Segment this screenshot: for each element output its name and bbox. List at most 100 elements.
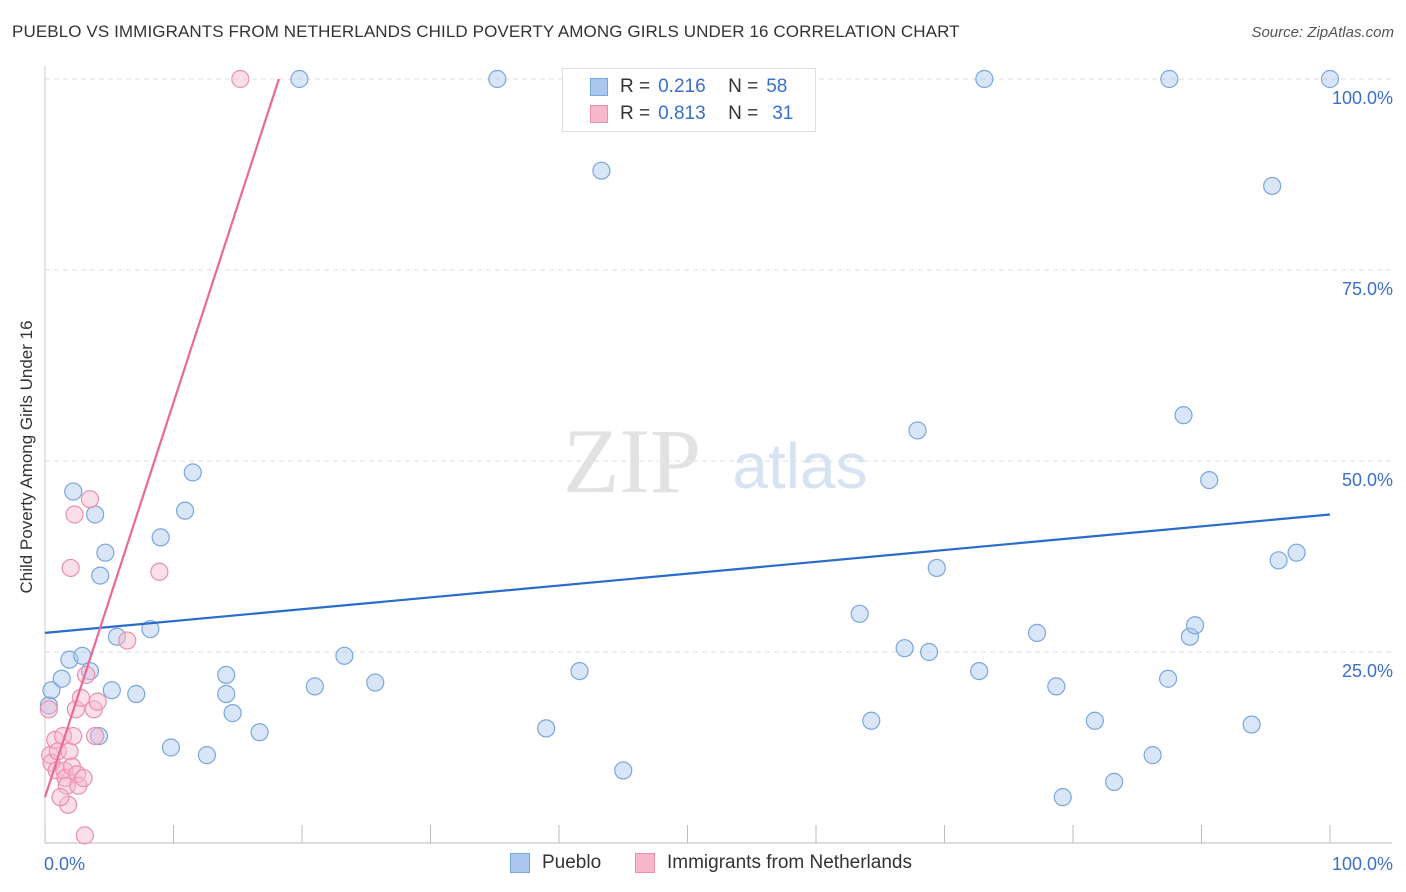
netherlands-point [231,69,250,89]
pueblo-point [1180,627,1200,646]
netherlands-point [118,631,137,650]
pueblo-point [975,69,994,89]
pueblo-point [970,661,989,681]
netherlands-point [75,826,94,845]
legend-n-value: 58 [766,76,788,97]
pueblo-point [250,723,269,742]
pueblo-point [335,646,354,665]
pueblo-point [161,738,181,757]
watermark: ZIP atlas [563,410,868,512]
watermark-atlas: atlas [732,430,867,502]
gridlines [45,78,1392,653]
legend-item-netherlands: Immigrants from Netherlands [635,852,912,874]
axes [44,66,1392,844]
legend-item-pueblo: Pueblo [510,852,601,874]
pueblo-point [1174,406,1193,425]
pueblo-point [1047,677,1066,696]
x-tick-label: 0.0% [44,854,85,874]
netherlands-point [51,788,70,807]
pueblo-point [290,69,309,89]
pueblo-point [927,558,946,578]
x-tick-label: 100.0% [1332,854,1393,874]
pueblo-point [862,711,881,730]
netherlands-point [86,726,105,746]
tick-labels: 25.0% 50.0% 75.0% 100.0% 0.0% 100.0% [44,88,1393,874]
netherlands-point [150,562,169,581]
legend-row-pueblo: R = 0.216 N = 58 [563,74,815,100]
pueblo-point [850,604,869,623]
pueblo-points [39,69,1340,807]
netherlands-point [77,665,96,685]
netherlands-points [39,69,250,845]
watermark-zip: ZIP [563,410,701,512]
pueblo-point [1027,623,1047,643]
pueblo-point [1053,788,1072,807]
pueblo-point [217,665,236,685]
legend-row-netherlands: R = 0.813 N = 31 [563,101,815,127]
pueblo-point [217,684,236,704]
pueblo-point [127,684,146,704]
pueblo-point [183,463,202,482]
pueblo-point [1160,69,1179,89]
netherlands-swatch [590,105,608,123]
netherlands-point [60,742,79,761]
pueblo-point [1320,69,1340,89]
netherlands-legend-label: Immigrants from Netherlands [667,852,912,873]
pueblo-point [197,746,217,765]
pueblo-point [151,528,170,547]
netherlands-legend-swatch [635,853,655,873]
trend-lines [43,78,1331,798]
legend-n-value: 31 [772,103,794,124]
netherlands-point [74,768,93,788]
pueblo-point [488,69,507,89]
netherlands-point [80,490,100,509]
pueblo-point [1185,616,1205,635]
pueblo-point [895,639,914,658]
y-tick-label: 75.0% [1342,279,1393,299]
correlation-legend: R = 0.216 N = 58 R = 0.813 N = 31 [562,68,816,132]
pueblo-point [39,696,58,715]
pueblo-trend-line [44,513,1331,634]
pueblo-point [1269,551,1288,570]
pueblo-point [570,661,589,681]
pueblo-point [89,726,109,746]
legend-r-label: R = [620,76,651,97]
pueblo-point [1263,176,1282,196]
pueblo-point [1158,669,1178,688]
pueblo-point [64,482,83,501]
pueblo-point [1287,543,1306,562]
netherlands-point [65,505,84,524]
pueblo-swatch [590,78,608,96]
pueblo-point [175,501,195,520]
legend-r-value: 0.813 [658,103,706,124]
legend-n-label: N = [728,103,759,124]
pueblo-point [592,161,611,180]
pueblo-legend-label: Pueblo [542,852,602,873]
pueblo-point [223,704,242,723]
pueblo-point [107,627,127,646]
pueblo-point [1242,715,1261,734]
pueblo-point [1200,471,1219,490]
pueblo-point [614,761,633,780]
source-label: Source: ZipAtlas.com [1251,24,1394,41]
pueblo-point [52,669,71,688]
pueblo-point [42,681,61,700]
pueblo-point [305,677,324,696]
chart-title: PUEBLO VS IMMIGRANTS FROM NETHERLANDS CH… [12,22,960,41]
y-tick-label: 50.0% [1342,470,1393,490]
legend-r-label: R = [620,103,651,124]
netherlands-point [88,692,107,711]
pueblo-point [102,681,121,700]
pueblo-point [1143,746,1162,765]
pueblo-point [91,566,110,585]
y-tick-label: 100.0% [1332,88,1393,108]
pueblo-point [919,642,939,662]
netherlands-point [61,558,80,578]
legend-r-value: 0.216 [658,76,706,97]
pueblo-point [1085,711,1104,730]
pueblo-point [86,505,105,524]
netherlands-point [59,795,78,814]
pueblo-legend-swatch [510,853,530,873]
legend-n-label: N = [728,76,759,97]
